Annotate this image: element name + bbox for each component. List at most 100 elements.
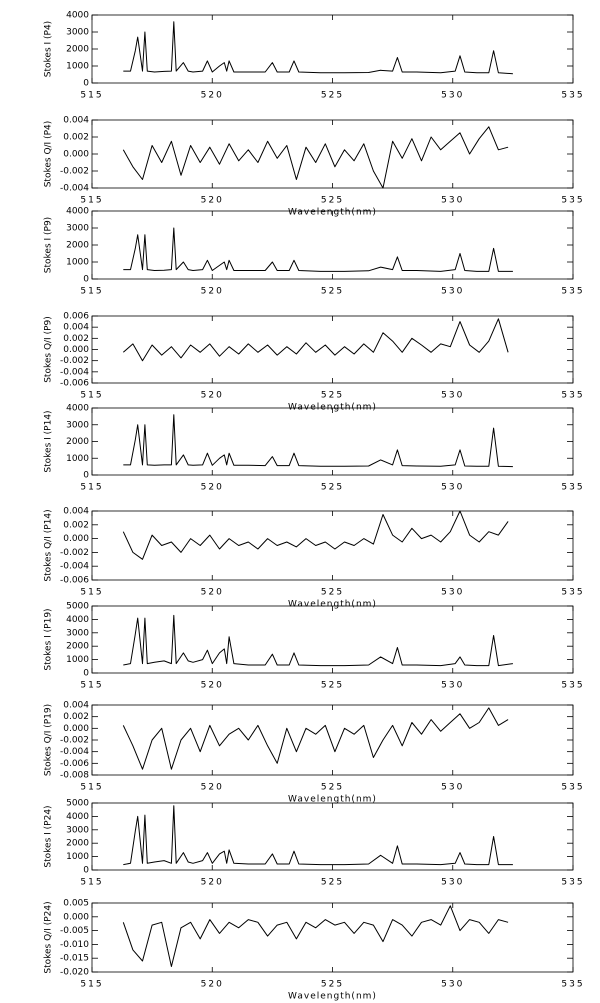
y-tick-label: 0.000 [63,345,89,355]
x-tick-label: 530 [441,681,464,691]
y-axis-label: Stokes I (P14) [44,410,54,472]
y-tick-label: 0 [83,79,89,89]
x-tick-label: 535 [561,783,584,793]
x-tick-label: 530 [441,588,464,598]
y-tick-label: 0.002 [63,133,89,143]
y-tick-label: 1000 [66,655,89,665]
x-tick-label: 515 [80,483,103,493]
x-tick-label: 535 [561,483,584,493]
spectrum-line [123,21,513,75]
x-tick-label: 530 [441,391,464,401]
y-tick-label: 4000 [66,615,89,625]
y-tick-label: 0.002 [63,334,89,344]
y-tick-label: -0.002 [60,356,89,366]
y-tick-label: -0.020 [60,968,89,978]
plot-frame [91,510,574,581]
y-axis-label: Stokes Q/I (P14) [44,509,54,581]
x-tick-label: 515 [80,391,103,401]
y-tick-label: 5000 [66,602,89,612]
spectrum-line [122,126,509,189]
y-tick-label: 0.000 [63,724,89,734]
y-tick-label: 4000 [66,404,89,414]
y-tick-label: -0.004 [60,367,89,377]
x-tick-label: 515 [80,196,103,206]
x-tick-label: 525 [321,681,344,691]
y-tick-label: 0.000 [63,912,89,922]
x-tick-label: 515 [80,878,103,888]
spectrum-line [122,510,509,560]
plot-frame [91,605,574,674]
x-tick-label: 525 [321,483,344,493]
y-axis-label: Stokes Q/I (P24) [44,901,54,973]
x-tick-label: 525 [321,287,344,297]
x-tick-label: 515 [80,91,103,101]
y-tick-label: 0.002 [63,520,89,530]
x-tick-label: 515 [80,783,103,793]
y-tick-label: 0.000 [63,534,89,544]
y-axis-label: Stokes Q/I (P4) [44,121,54,188]
y-tick-label: 3000 [66,28,89,38]
y-tick-label: -0.002 [60,167,89,177]
y-tick-label: 0.005 [63,899,89,909]
y-tick-label: -0.004 [60,562,89,572]
y-tick-label: 4000 [66,11,89,21]
spectrum-line [122,318,509,362]
x-tick-label: 515 [80,681,103,691]
x-tick-label: 535 [561,391,584,401]
x-tick-label: 530 [441,483,464,493]
y-tick-label: 2000 [66,437,89,447]
x-tick-label: 525 [321,588,344,598]
spectrum-line [123,414,513,468]
x-tick-label: 520 [201,980,224,990]
y-tick-label: 0.004 [63,507,89,517]
spectrum-line [123,805,513,866]
y-tick-label: 0.004 [63,116,89,126]
y-tick-label: 1000 [66,62,89,72]
y-tick-label: -0.006 [60,576,89,586]
x-tick-label: 520 [201,483,224,493]
y-tick-label: -0.006 [60,379,89,389]
y-tick-label: 2000 [66,642,89,652]
spectrum-line [122,707,509,770]
x-tick-label: 520 [201,681,224,691]
x-axis-label: Wavelength(nm) [288,600,377,610]
x-tick-label: 535 [561,287,584,297]
panel: 0 1000 2000 3000 4000 5000 515 520 525 530 535 Stok… [44,799,584,888]
x-tick-label: 525 [321,196,344,206]
x-tick-label: 525 [321,783,344,793]
x-tick-label: 535 [561,878,584,888]
y-tick-label: 3000 [66,825,89,835]
x-tick-label: 515 [80,287,103,297]
panel: 0 1000 2000 3000 4000 5000 515 520 525 530 535 Stok… [44,602,583,691]
x-tick-label: 535 [561,91,584,101]
x-tick-label: 520 [201,287,224,297]
y-axis-label: Stokes I (P9) [44,217,54,273]
panel: -0.004 -0.002 0.000 0.002 0.004 515 520 525 530 5… [44,116,583,218]
y-tick-label: -0.010 [60,940,89,950]
panel: -0.020 -0.015 -0.010 -0.005 0.000 0.005 515 520… [44,899,583,1002]
y-tick-label: -0.002 [60,548,89,558]
y-tick-label: 1000 [66,454,89,464]
spectrum-line [123,227,513,272]
y-tick-label: -0.002 [60,736,89,746]
x-axis-label: Wavelength(nm) [288,992,377,1002]
x-tick-label: 520 [201,91,224,101]
x-tick-label: 530 [441,980,464,990]
y-tick-label: 3000 [66,224,89,234]
y-tick-label: -0.006 [60,759,89,769]
y-tick-label: 0.004 [63,701,89,711]
x-axis-label: Wavelength(nm) [288,795,377,805]
x-tick-label: 515 [80,980,103,990]
y-tick-label: 0 [83,669,89,679]
spectrum-line [122,905,509,967]
x-axis-label: Wavelength(nm) [288,403,377,413]
y-tick-label: 5000 [66,799,89,809]
y-tick-label: -0.004 [60,184,89,194]
x-tick-label: 525 [321,878,344,888]
y-tick-label: -0.005 [60,926,89,936]
plot-frame [91,210,574,280]
panel: 0 1000 2000 3000 4000 515 520 525 530 535 Stokes I… [44,11,584,101]
